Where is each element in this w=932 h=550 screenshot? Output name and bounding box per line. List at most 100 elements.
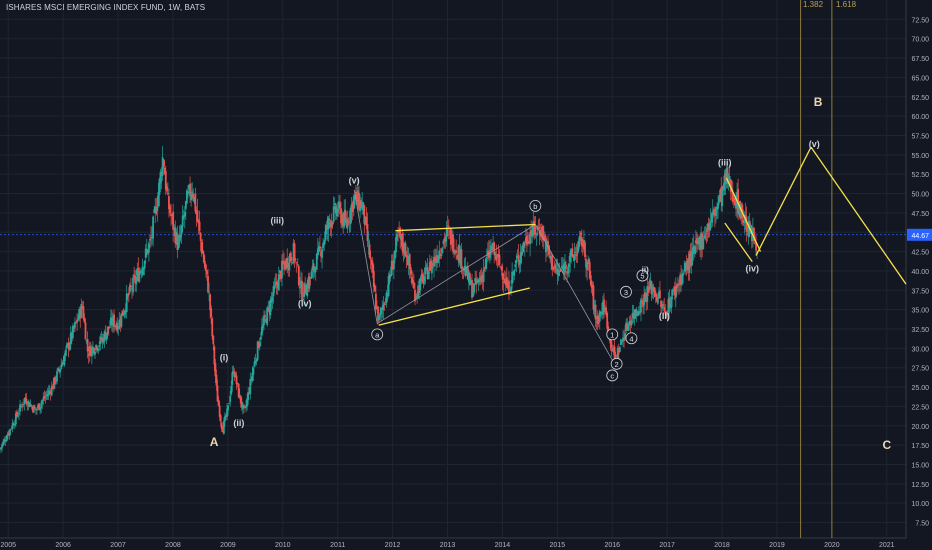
circled-label-c: c <box>606 369 619 382</box>
candle-body-557 <box>587 262 590 264</box>
candle-body-272 <box>286 258 289 269</box>
candle-body-475 <box>500 266 503 271</box>
candle-body-209 <box>219 415 222 422</box>
candle-body-683 <box>720 187 723 203</box>
candle-body-694 <box>731 192 734 202</box>
candle-body-124 <box>130 285 132 288</box>
candle-body-154 <box>161 157 164 176</box>
candle-body-273 <box>287 266 290 268</box>
candle-body-264 <box>277 274 280 291</box>
candle-body-53 <box>55 379 57 383</box>
candle-body-183 <box>192 193 195 199</box>
candle-body-401 <box>422 275 425 284</box>
candle-body-619 <box>652 286 655 292</box>
circled-label-text: c <box>610 371 614 380</box>
candle-body-230 <box>241 404 244 409</box>
candle-body-95 <box>99 336 102 345</box>
candle-body-715 <box>754 242 756 244</box>
candle-body-160 <box>168 196 170 210</box>
candle-body-291 <box>306 282 309 297</box>
candle-body-326 <box>343 212 346 227</box>
candle-body-279 <box>293 243 296 261</box>
candle-body-685 <box>722 185 725 190</box>
candle-body-63 <box>65 345 68 349</box>
candle-body-572 <box>603 299 605 313</box>
candle-body-656 <box>691 247 694 255</box>
candle-body-189 <box>198 221 201 231</box>
candle-body-629 <box>663 306 666 311</box>
candle-body-99 <box>103 331 106 342</box>
candle-body-215 <box>226 408 228 417</box>
candle-body-424 <box>446 225 449 227</box>
candle-body-72 <box>75 322 77 323</box>
candle-body-385 <box>405 255 408 258</box>
candle-body-669 <box>705 233 708 234</box>
circled-label-ring <box>625 332 638 345</box>
candle-body-383 <box>403 242 406 255</box>
candle-body-688 <box>725 168 728 185</box>
candle-body-49 <box>50 385 53 396</box>
candle-body-22 <box>22 404 25 406</box>
candle-body-675 <box>711 211 714 216</box>
candle-body-173 <box>181 215 184 227</box>
wave-connector-2 <box>535 224 613 361</box>
candle-body-649 <box>684 262 687 272</box>
candle-body-433 <box>456 256 459 258</box>
candle-body-74 <box>77 318 80 321</box>
candle-body-300 <box>315 253 318 270</box>
candle-body-157 <box>164 170 167 190</box>
candle-body-149 <box>156 206 159 211</box>
y-tick-label-11: 35.00 <box>911 308 929 315</box>
candle-body-705 <box>743 221 746 224</box>
candle-body-339 <box>357 190 359 206</box>
candle-body-611 <box>644 292 647 297</box>
candle-body-112 <box>117 328 120 330</box>
candle-body-555 <box>585 259 587 268</box>
candle-body-169 <box>177 242 180 249</box>
candle-body-41 <box>42 397 45 401</box>
x-tick-label-8: 2013 <box>440 542 456 549</box>
candle-body-164 <box>172 211 175 230</box>
candle-body-445 <box>468 273 471 286</box>
candle-body-376 <box>396 233 398 241</box>
candle-body-202 <box>212 335 215 345</box>
candle-body-263 <box>276 283 279 289</box>
candle-body-503 <box>530 230 533 236</box>
circled-label-ring <box>529 200 542 212</box>
candle-body-150 <box>157 191 160 207</box>
candle-body-314 <box>330 220 333 228</box>
candle-body-671 <box>707 223 710 229</box>
candle-body-496 <box>522 242 525 247</box>
candle-body-44 <box>45 394 48 396</box>
candle-body-171 <box>179 234 182 238</box>
candle-body-642 <box>677 283 679 286</box>
candle-body-357 <box>376 307 378 309</box>
candle-body-547 <box>576 246 579 254</box>
candle-body-232 <box>244 406 246 408</box>
candle-body-558 <box>588 259 591 271</box>
candle-body-681 <box>718 196 720 203</box>
y-tick-label-4: 17.50 <box>911 443 929 450</box>
candle-body-238 <box>250 378 253 380</box>
wave-label-12: ii) <box>642 265 649 274</box>
x-tick-label-11: 2016 <box>604 542 620 549</box>
candle-body-361 <box>380 308 383 315</box>
candle-body-4 <box>3 439 6 443</box>
candle-body-249 <box>262 324 264 329</box>
candle-body-516 <box>543 235 546 241</box>
wave-label-1: B <box>814 95 823 109</box>
candle-body-282 <box>296 264 299 266</box>
candle-body-188 <box>197 219 200 224</box>
x-tick-label-6: 2011 <box>330 542 345 549</box>
candle-body-168 <box>176 233 179 251</box>
candle-body-591 <box>623 338 625 341</box>
candle-body-134 <box>140 272 143 274</box>
candle-body-276 <box>290 257 293 262</box>
candle-body-369 <box>388 274 391 279</box>
candle-body-663 <box>699 236 701 251</box>
candle-body-93 <box>97 348 100 351</box>
candle-body-103 <box>107 326 110 329</box>
candle-body-228 <box>239 395 242 404</box>
candle-body-559 <box>589 270 592 280</box>
